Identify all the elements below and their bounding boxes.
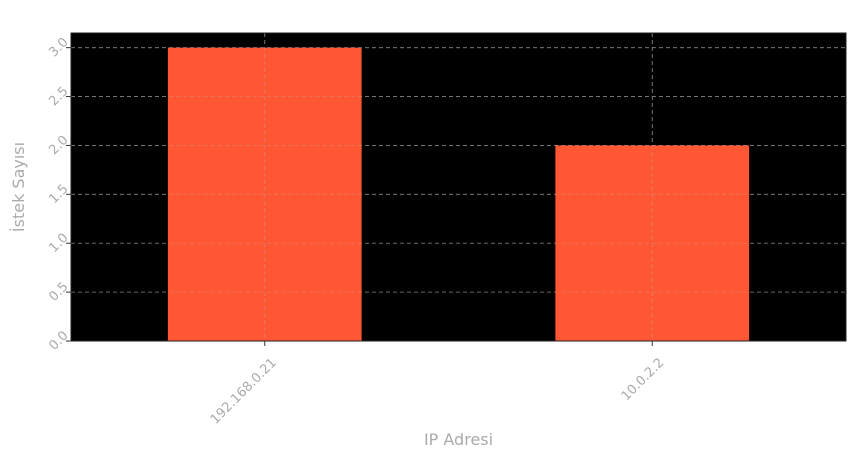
plot-frame (70, 32, 847, 342)
y-tick-label: 0.5 (46, 279, 71, 304)
bar (555, 145, 750, 341)
y-tick-label: 2.0 (46, 133, 71, 158)
y-tick-label: 2.5 (46, 84, 71, 109)
bar (167, 47, 362, 342)
x-tick-label: 192.168.0.21 (208, 355, 280, 427)
bars (167, 47, 750, 342)
y-tick-label: 1.0 (46, 231, 71, 256)
grid-lines-overlay (71, 33, 846, 342)
y-tick-label: 1.5 (46, 182, 71, 207)
y-axis-ticks: 0.0 0.5 1.0 1.5 2.0 2.5 3.0 (46, 35, 71, 354)
x-axis-label: IP Adresi (424, 430, 493, 449)
y-axis-label: İstek Sayısı (9, 142, 28, 232)
x-tick-label: 10.0.2.2 (619, 355, 668, 404)
y-tick-label: 0.0 (46, 328, 71, 353)
x-axis-ticks: 192.168.0.21 10.0.2.2 (208, 341, 668, 427)
y-tick-label: 3.0 (46, 35, 71, 60)
